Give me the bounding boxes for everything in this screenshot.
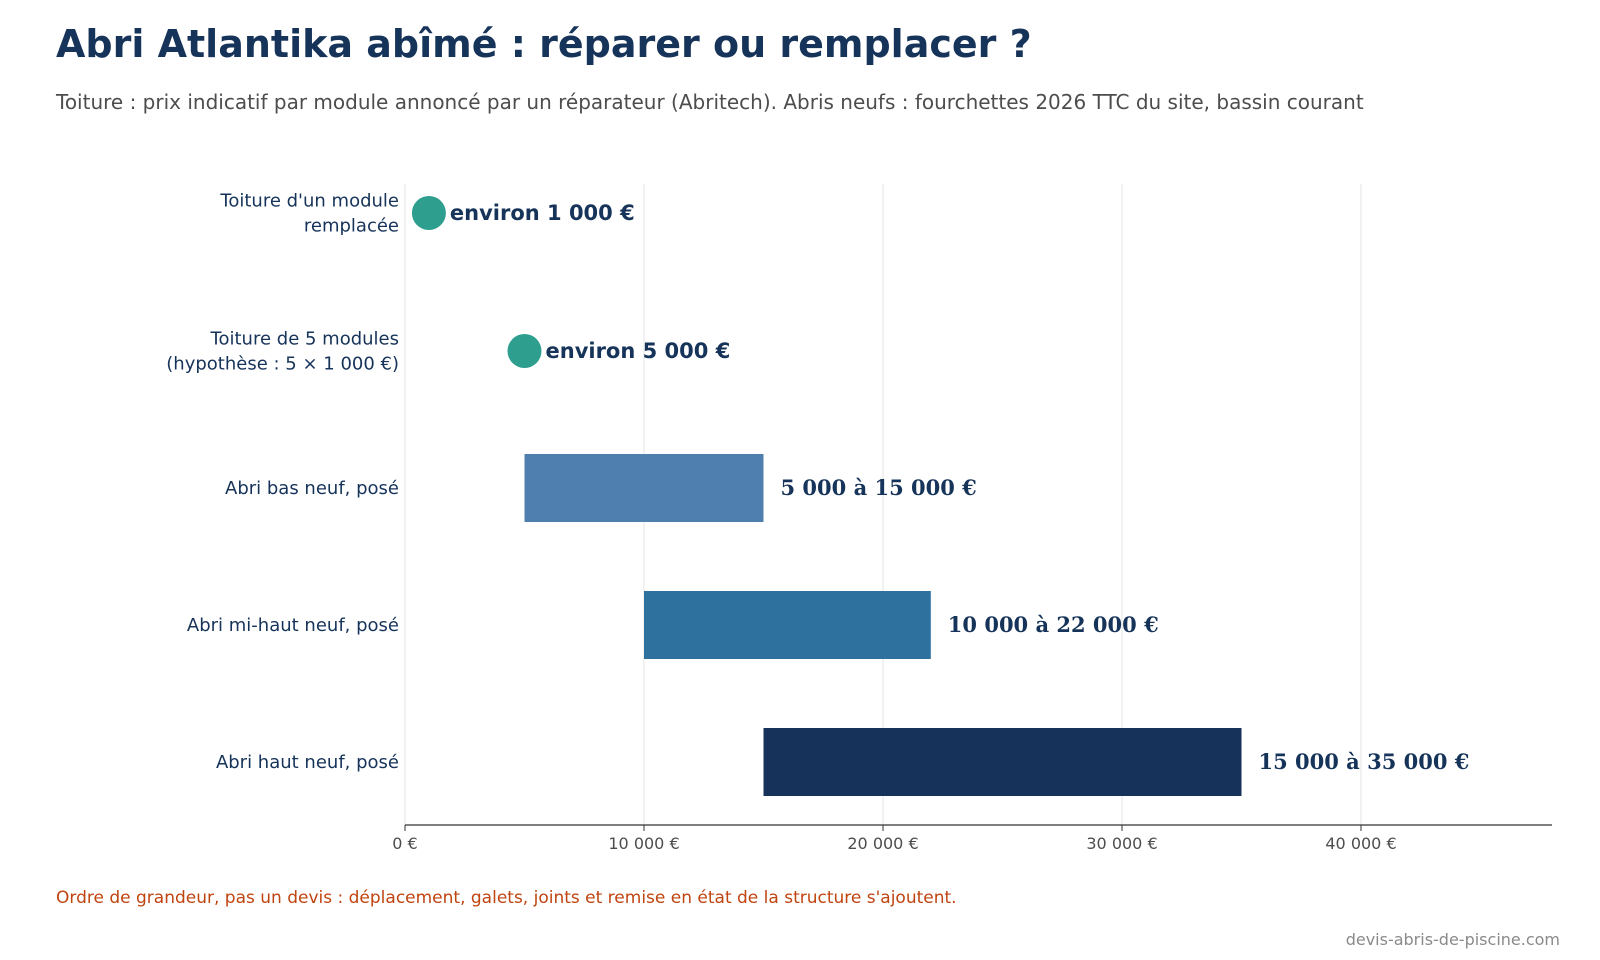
category-label: Abri haut neuf, posé	[216, 752, 399, 773]
x-tick-label: 0 €	[392, 834, 417, 853]
range-bar	[524, 454, 764, 522]
value-label: 5 000 à 15 000 €	[781, 475, 977, 500]
value-label: environ 5 000 €	[546, 339, 731, 363]
category-label: Toiture d'un module remplacée	[219, 191, 399, 237]
value-point	[507, 334, 542, 368]
x-tick-label: 30 000 €	[1086, 834, 1157, 853]
range-chart: Toiture d'un module remplacée environ 1 00…	[166, 184, 1552, 853]
disclaimer-note: Ordre de grandeur, pas un devis : déplac…	[56, 888, 957, 908]
value-label: 10 000 à 22 000 €	[948, 612, 1159, 637]
range-bar	[644, 591, 931, 659]
range-bar	[763, 728, 1242, 796]
chart-title: Abri Atlantika abîmé : réparer ou rempla…	[56, 22, 1032, 66]
value-label: environ 1 000 €	[450, 201, 635, 225]
x-tick-label: 10 000 €	[608, 834, 679, 853]
x-tick-label: 20 000 €	[847, 834, 918, 853]
value-point	[411, 196, 446, 230]
chart-subtitle: Toiture : prix indicatif par module anno…	[56, 90, 1364, 114]
source-credit: devis-abris-de-piscine.com	[1345, 930, 1560, 949]
x-tick-label: 40 000 €	[1325, 834, 1396, 853]
grid-lines	[404, 184, 1362, 825]
category-label: Abri bas neuf, posé	[225, 478, 399, 499]
category-label: Toiture de 5 modules (hypothèse : 5 × 1 0…	[166, 329, 399, 375]
x-axis: 0 € 10 000 € 20 000 € 30 000 € 40 000 €	[392, 824, 1552, 853]
chart-marks: Toiture d'un module remplacée environ 1 00…	[166, 191, 1470, 796]
category-label: Abri mi-haut neuf, posé	[187, 615, 399, 636]
value-label: 15 000 à 35 000 €	[1259, 749, 1470, 774]
